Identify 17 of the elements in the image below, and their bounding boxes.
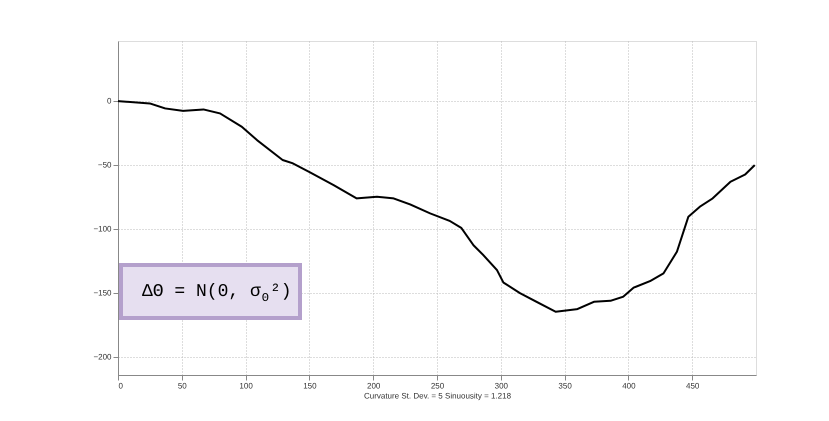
x-tick-label: 400 <box>622 382 636 390</box>
y-tick-label: −200 <box>93 352 112 362</box>
x-tick-label: 200 <box>367 382 381 390</box>
y-tick-label: −100 <box>93 224 112 234</box>
x-tick-label: 0 <box>118 382 124 390</box>
x-tick-label: 150 <box>303 382 318 390</box>
x-tick-label: 350 <box>558 382 572 390</box>
x-tick-label: 250 <box>430 382 445 390</box>
x-tick-label: 50 <box>178 382 188 390</box>
x-tick-label: 100 <box>239 382 254 390</box>
y-tick-label: −50 <box>98 160 112 170</box>
y-tick-label: −150 <box>93 288 112 298</box>
x-tick-label: 450 <box>686 382 700 390</box>
x-tick-label: 300 <box>494 382 509 390</box>
y-tick-label: 0 <box>107 96 112 106</box>
x-axis-title: Curvature St. Dev. = 5 Sinuousity = 1.218 <box>364 392 512 400</box>
line-series <box>117 100 756 313</box>
